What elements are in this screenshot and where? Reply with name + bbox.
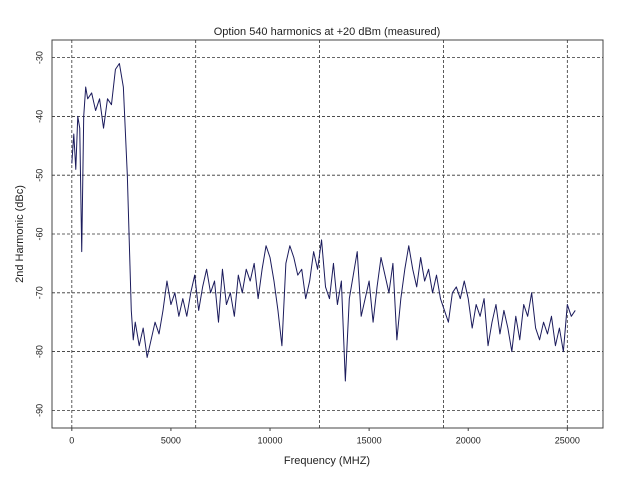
data-line [71,63,576,382]
y-tick-label: -70 [34,286,44,299]
x-tick-label: 10000 [258,435,283,445]
y-tick-label: -30 [34,51,44,64]
y-axis-label: 2nd Harmonic (dBc) [14,185,26,283]
x-tick-label: 25000 [555,435,580,445]
x-axis-label: Frequency (MHZ) [284,455,370,467]
y-tick-label: -90 [34,404,44,417]
y-tick-label: -80 [34,345,44,358]
x-tick-label: 0 [69,435,74,445]
y-tick-label: -40 [34,110,44,123]
x-tick-label: 15000 [357,435,382,445]
chart-title: Option 540 harmonics at +20 dBm (measure… [214,26,441,38]
x-tick-label: 20000 [456,435,481,445]
x-tick-label: 5000 [161,435,181,445]
y-tick-label: -50 [34,169,44,182]
y-tick-label: -60 [34,227,44,240]
